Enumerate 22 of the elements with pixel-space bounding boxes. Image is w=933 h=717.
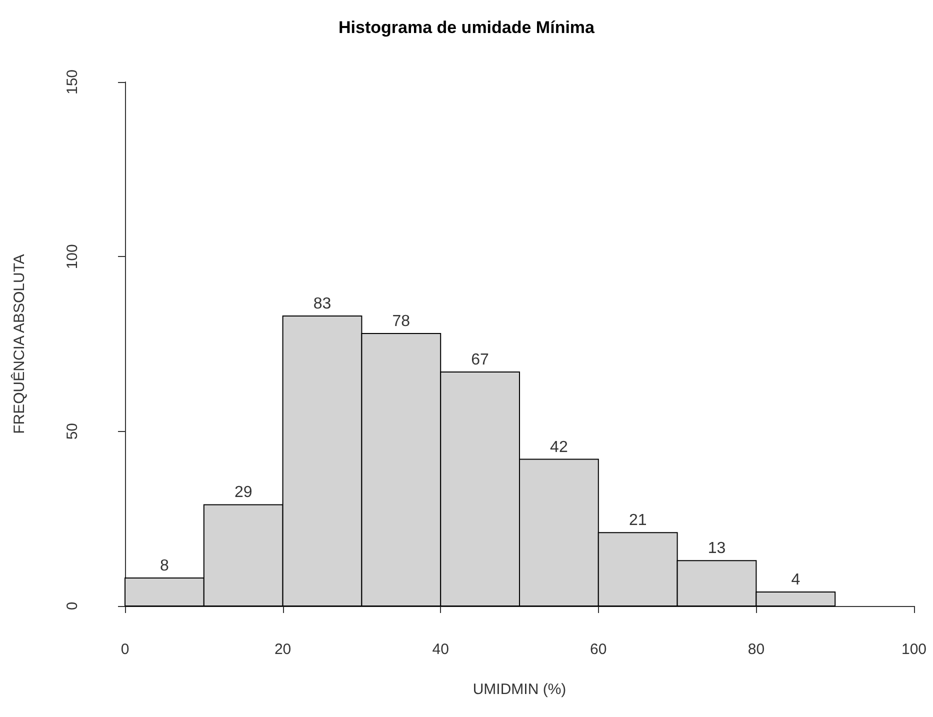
x-tick-label: 20: [274, 641, 292, 658]
data-label: 78: [392, 313, 410, 330]
y-tick-label: 50: [64, 422, 81, 440]
y-tick-label: 0: [64, 602, 81, 610]
x-tick-label: 80: [748, 641, 765, 658]
data-label: 42: [550, 438, 568, 456]
data-label: 21: [628, 512, 647, 530]
x-tick-label: 40: [432, 641, 449, 658]
x-tick-label: 60: [590, 641, 607, 658]
data-label: 67: [471, 351, 490, 368]
y-tick-label: 150: [64, 69, 81, 95]
data-label: 4: [791, 572, 800, 589]
chart-title: Histograma de umidade Mínima: [338, 18, 596, 37]
data-label: 83: [313, 296, 332, 313]
data-label: 13: [708, 540, 726, 558]
x-axis-title: UMIDMIN (%): [472, 681, 566, 698]
y-tick-label: 100: [64, 244, 81, 270]
data-label: 29: [234, 484, 252, 502]
x-tick-label: 100: [901, 641, 927, 658]
y-axis-title: FREQUÊNCIA ABSOLUTA: [10, 254, 28, 434]
data-label: 8: [160, 558, 169, 575]
x-tick-label: 0: [120, 641, 130, 658]
